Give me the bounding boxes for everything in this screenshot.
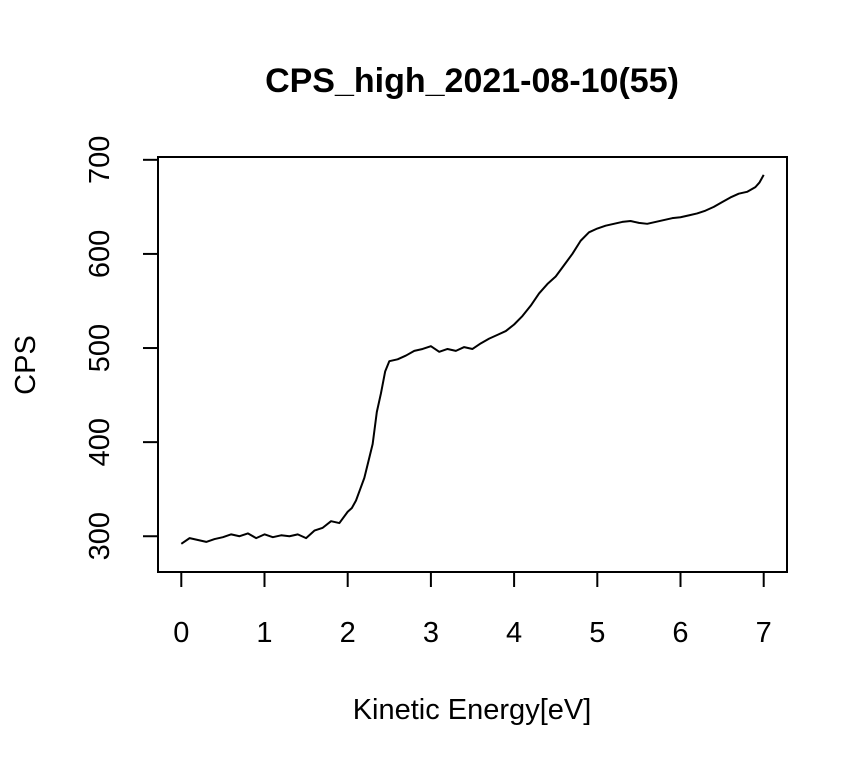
x-tick-label: 5 — [589, 617, 605, 649]
plot-frame — [157, 156, 788, 573]
series-layer — [180, 174, 765, 545]
x-tick-label: 6 — [672, 617, 688, 649]
x-tick-label: 2 — [340, 617, 356, 649]
x-axis: 0 1 2 3 4 5 6 7 — [173, 571, 772, 649]
x-tick-label: 1 — [256, 617, 272, 649]
y-tick-label: 400 — [84, 418, 116, 466]
y-axis-label: CPS — [10, 335, 42, 395]
x-tick-label: 7 — [756, 617, 772, 649]
x-tick-label: 0 — [173, 617, 189, 649]
x-tick-label: 4 — [506, 617, 522, 649]
y-tick-label: 700 — [84, 136, 116, 184]
series-line-0 — [180, 174, 765, 545]
y-tick-label: 600 — [84, 230, 116, 278]
x-axis-label: Kinetic Energy[eV] — [353, 694, 592, 726]
y-tick-label: 500 — [84, 324, 116, 372]
y-tick-label: 300 — [84, 512, 116, 560]
chart-title: CPS_high_2021-08-10(55) — [265, 62, 679, 100]
x-tick-label: 3 — [423, 617, 439, 649]
y-axis: 300 400 500 600 700 — [84, 136, 159, 560]
